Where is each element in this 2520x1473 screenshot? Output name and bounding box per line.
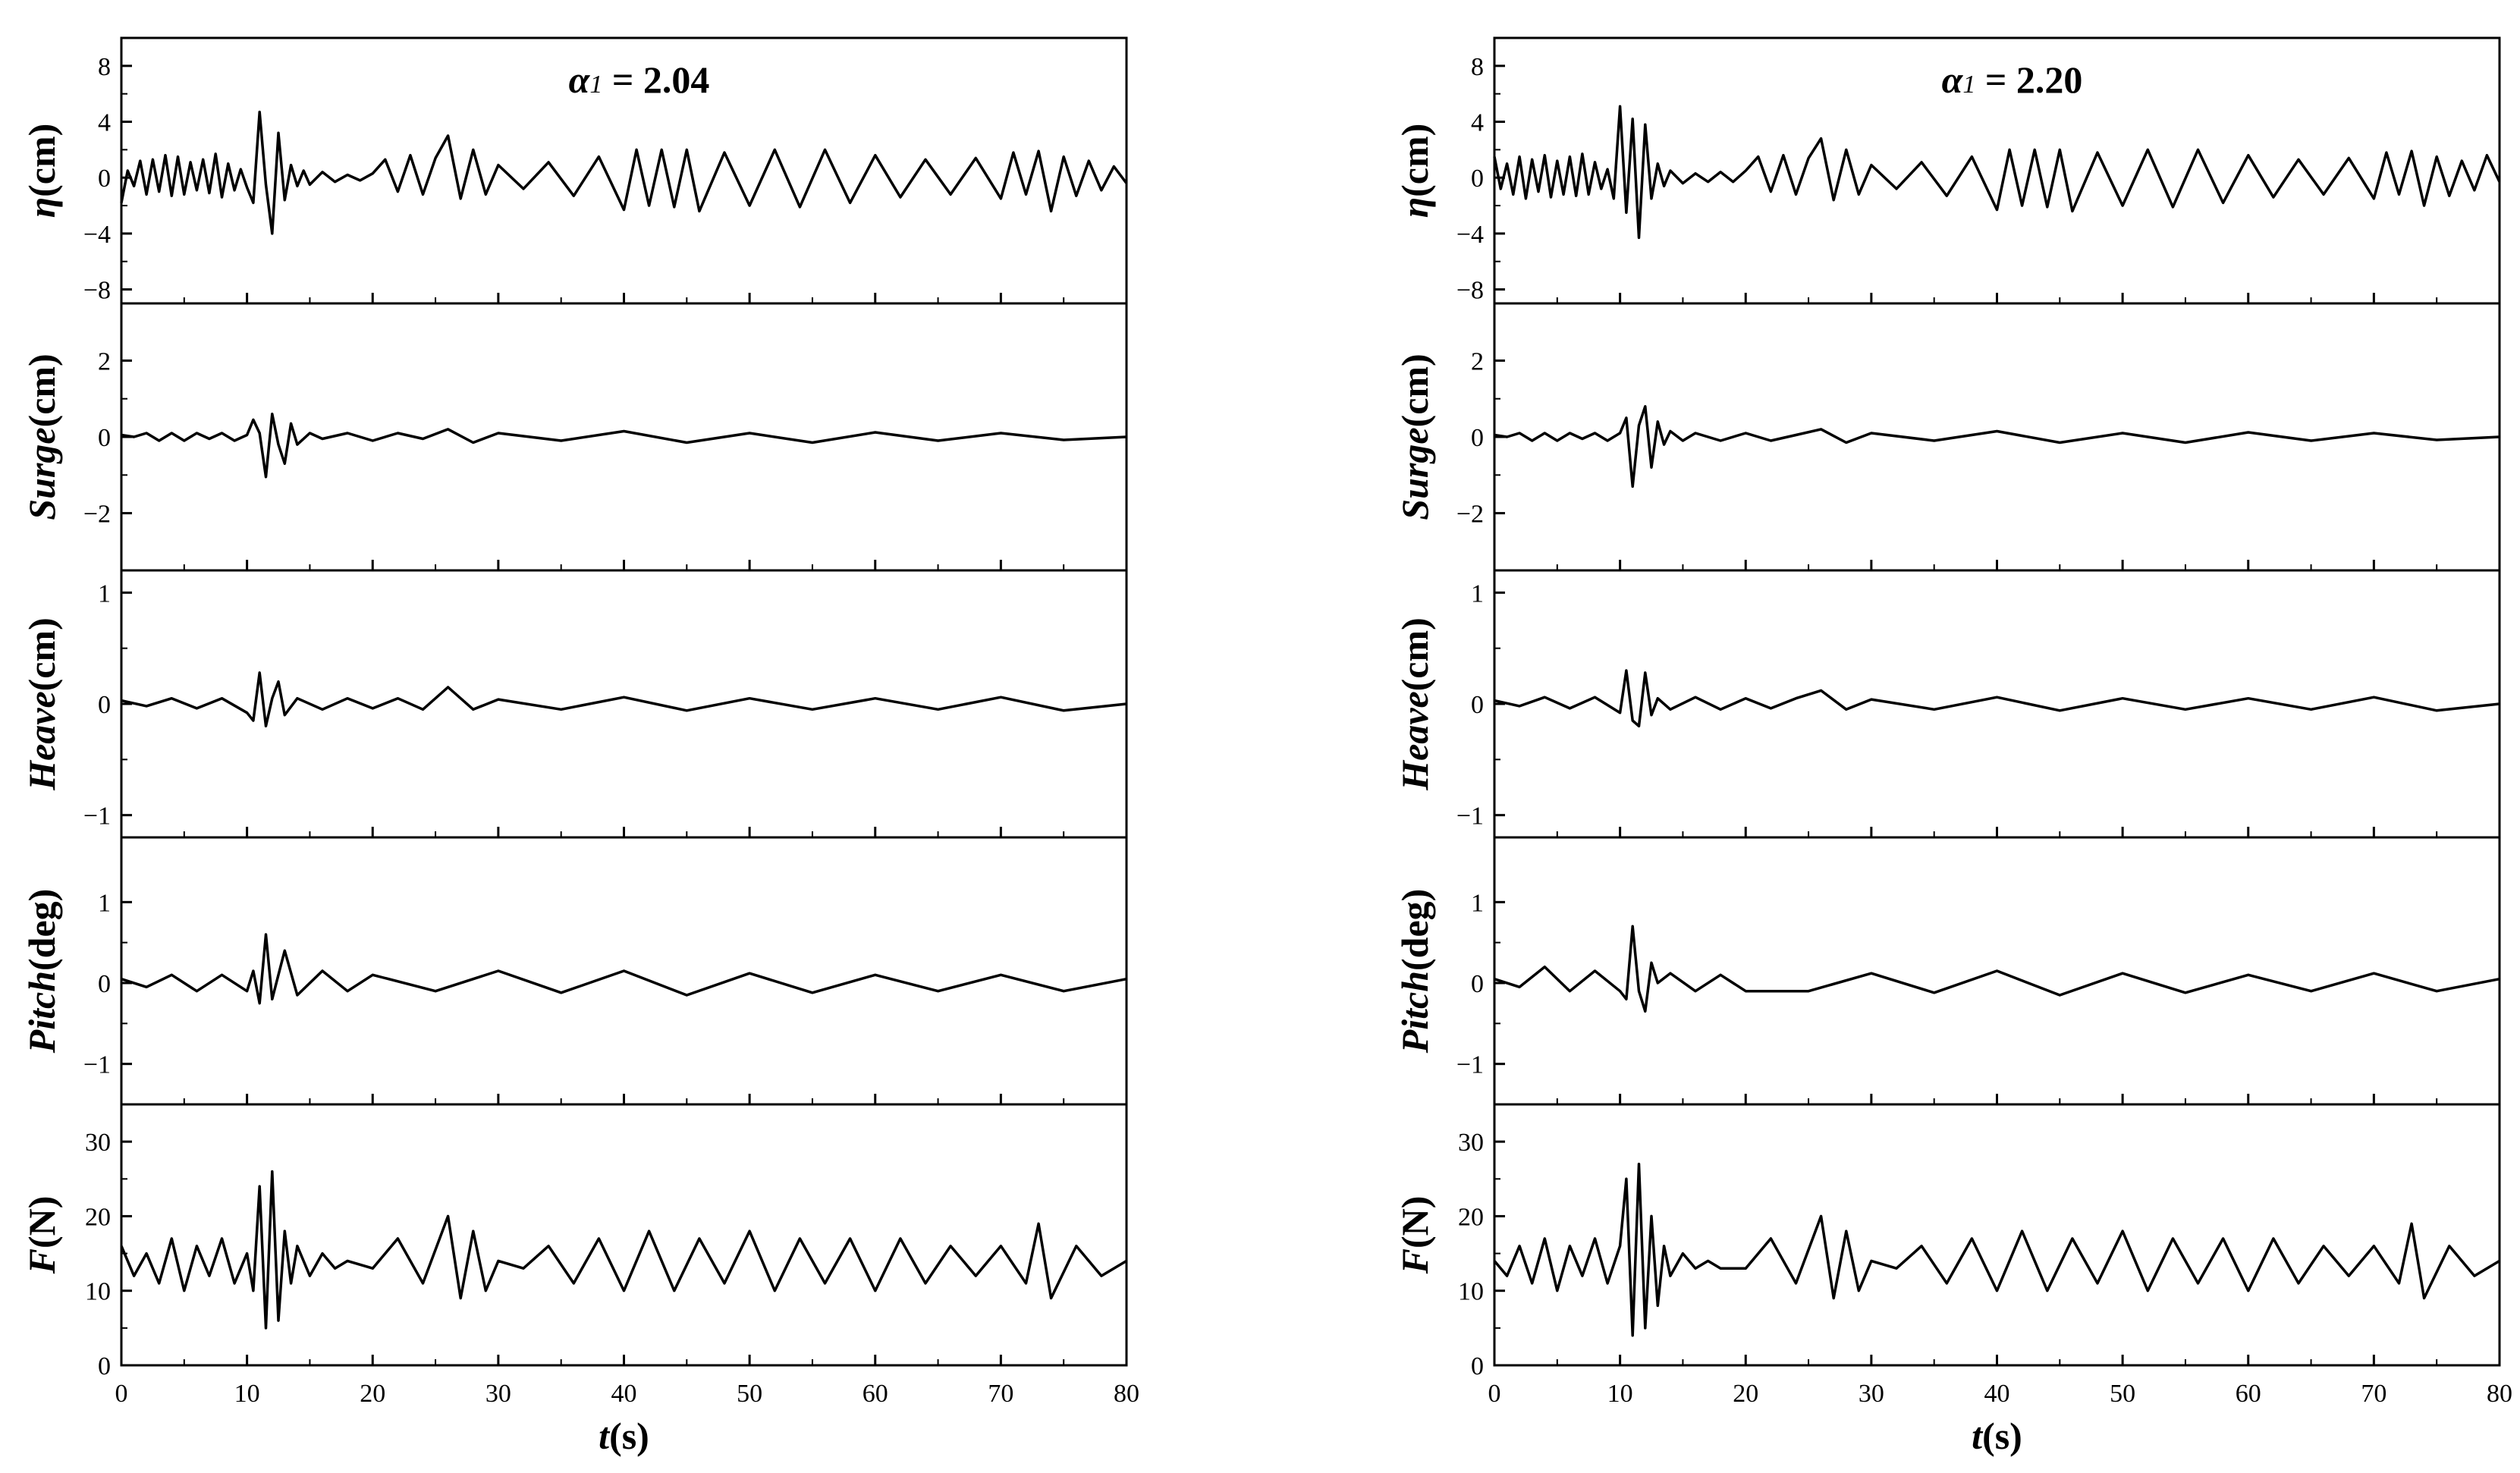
y-tick-label: 20 bbox=[85, 1203, 111, 1231]
series-line bbox=[1494, 405, 2500, 488]
series-line bbox=[1494, 925, 2500, 1013]
y-tick-label: 0 bbox=[98, 1352, 111, 1380]
y-axis-title: η(cm) bbox=[1394, 124, 1436, 218]
y-tick-label: 0 bbox=[1471, 424, 1484, 452]
series-line bbox=[1493, 105, 2501, 240]
subplot-heave: 1 0 −1 Heave(cm) bbox=[1394, 569, 2501, 839]
x-tick-label: 40 bbox=[611, 1380, 637, 1408]
subplot-surge: 2 0 −2 Surge(cm) bbox=[20, 302, 1128, 572]
y-tick-label: 1 bbox=[1471, 579, 1484, 608]
series-line bbox=[1493, 1162, 2500, 1337]
y-tick-label: −1 bbox=[1456, 1051, 1484, 1079]
y-tick-label: 30 bbox=[85, 1129, 111, 1157]
y-tick-label: 1 bbox=[98, 579, 111, 608]
y-tick-label: 0 bbox=[1471, 1352, 1484, 1380]
y-tick-label: 0 bbox=[98, 424, 111, 452]
y-tick-label: 30 bbox=[1458, 1129, 1484, 1157]
x-tick-label: 0 bbox=[1488, 1380, 1501, 1408]
y-tick-label: 20 bbox=[1458, 1203, 1484, 1231]
y-axis-title: η(cm) bbox=[20, 124, 63, 218]
x-axis-title: t(s) bbox=[1972, 1415, 2022, 1457]
series-line bbox=[121, 933, 1127, 1005]
y-tick-label: 10 bbox=[1458, 1278, 1484, 1306]
series-line bbox=[120, 1170, 1127, 1330]
y-tick-label: 0 bbox=[98, 970, 111, 998]
y-tick-label: −1 bbox=[83, 1051, 111, 1079]
y-axis-title: F(N) bbox=[20, 1196, 63, 1275]
x-tick-label: 80 bbox=[2487, 1380, 2512, 1408]
plot-frame bbox=[120, 1103, 1128, 1367]
subplot-f: 30 20 10 0 F(N) bbox=[1394, 1103, 2501, 1380]
x-tick-label: 10 bbox=[1607, 1380, 1633, 1408]
subplot-f: 30 20 10 0 F(N) bbox=[20, 1103, 1128, 1380]
y-tick-label: −1 bbox=[1456, 802, 1484, 831]
y-axis-title: Heave(cm) bbox=[1394, 617, 1436, 791]
subplot-pitch: 1 0 −1 Pitch(deg) bbox=[20, 836, 1128, 1106]
y-axis-title: Surge(cm) bbox=[1394, 353, 1436, 520]
series-line bbox=[120, 110, 1128, 235]
x-tick-label: 50 bbox=[737, 1380, 762, 1408]
x-tick-label: 40 bbox=[1984, 1380, 2010, 1408]
y-tick-label: −2 bbox=[1456, 501, 1484, 529]
y-tick-label: 4 bbox=[98, 109, 111, 137]
y-tick-label: −4 bbox=[1456, 221, 1484, 249]
x-tick-label: 60 bbox=[863, 1380, 888, 1408]
y-tick-label: 0 bbox=[1471, 970, 1484, 998]
panel-title: α1 = 2.20 bbox=[1942, 58, 2083, 101]
y-tick-label: 8 bbox=[1471, 53, 1484, 81]
y-tick-label: −1 bbox=[83, 802, 111, 831]
x-tick-label: 50 bbox=[2110, 1380, 2135, 1408]
x-tick-label: 30 bbox=[485, 1380, 511, 1408]
y-tick-label: 10 bbox=[85, 1278, 111, 1306]
y-axis-title: Pitch(deg) bbox=[20, 889, 63, 1054]
y-axis-title: F(N) bbox=[1394, 1196, 1436, 1275]
y-tick-label: 0 bbox=[1471, 165, 1484, 193]
x-tick-label: 70 bbox=[2361, 1380, 2386, 1408]
y-axis-title: Surge(cm) bbox=[20, 353, 63, 520]
y-tick-label: 2 bbox=[98, 347, 111, 375]
chart-panel-1: 840−4−8η(cm)20−2Surge(cm)10−1Heave(cm)10… bbox=[20, 36, 1139, 1457]
y-tick-label: −8 bbox=[83, 277, 111, 305]
x-axis-title: t(s) bbox=[599, 1415, 649, 1457]
panel-title: α1 = 2.04 bbox=[569, 58, 710, 101]
y-axis-title: Heave(cm) bbox=[20, 617, 63, 791]
y-tick-label: 8 bbox=[98, 53, 111, 81]
y-tick-label: −8 bbox=[1456, 277, 1484, 305]
y-tick-label: 0 bbox=[1471, 691, 1484, 719]
x-tick-label: 0 bbox=[115, 1380, 128, 1408]
y-tick-label: 0 bbox=[98, 165, 111, 193]
y-tick-label: −2 bbox=[83, 501, 111, 529]
subplot-surge: 2 0 −2 Surge(cm) bbox=[1394, 302, 2501, 572]
y-tick-label: 2 bbox=[1471, 347, 1484, 375]
x-tick-label: 20 bbox=[360, 1380, 385, 1408]
y-axis-title: Pitch(deg) bbox=[1394, 889, 1436, 1054]
series-line bbox=[1494, 669, 2500, 728]
y-tick-label: 0 bbox=[98, 691, 111, 719]
subplot-heave: 1 0 −1 Heave(cm) bbox=[20, 569, 1128, 839]
plot-frame bbox=[1493, 569, 2501, 839]
y-tick-label: 1 bbox=[1471, 889, 1484, 917]
y-tick-label: −4 bbox=[83, 221, 111, 249]
x-tick-label: 60 bbox=[2236, 1380, 2261, 1408]
subplot-pitch: 1 0 −1 Pitch(deg) bbox=[1394, 836, 2501, 1106]
series-line bbox=[121, 671, 1127, 728]
y-tick-label: 1 bbox=[98, 889, 111, 917]
x-tick-label: 20 bbox=[1733, 1380, 1758, 1408]
chart-panel-2: 840−4−8η(cm)20−2Surge(cm)10−1Heave(cm)10… bbox=[1394, 36, 2512, 1457]
series-line bbox=[121, 413, 1127, 479]
x-tick-label: 80 bbox=[1114, 1380, 1139, 1408]
x-tick-label: 10 bbox=[234, 1380, 260, 1408]
y-tick-label: 4 bbox=[1471, 109, 1484, 137]
x-tick-label: 70 bbox=[988, 1380, 1013, 1408]
x-tick-label: 30 bbox=[1859, 1380, 1884, 1408]
